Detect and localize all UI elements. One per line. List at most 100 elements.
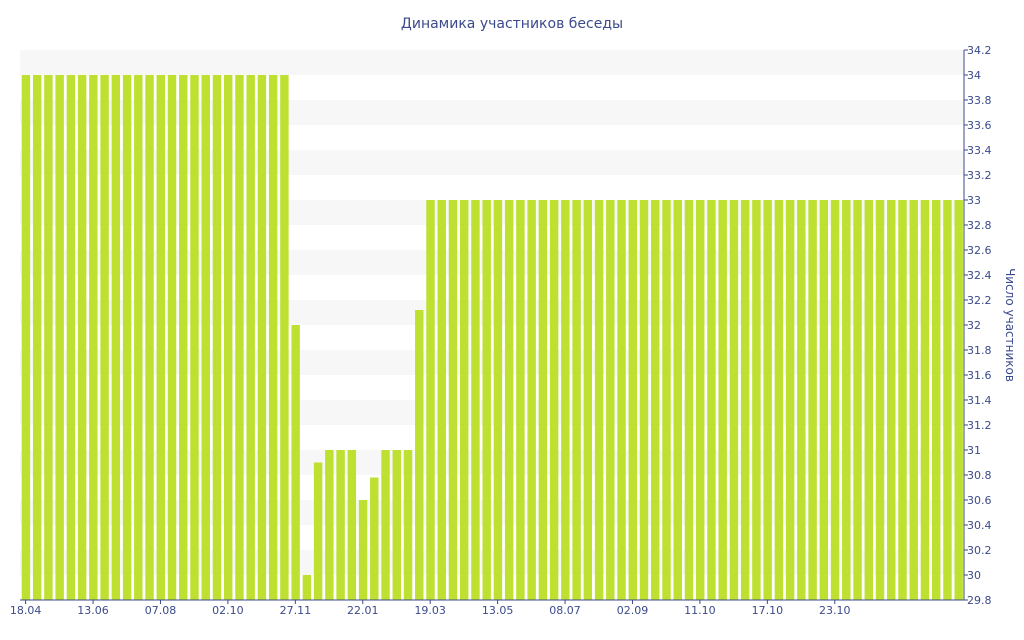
y-tick-label: 30.4 <box>967 519 992 532</box>
y-tick-label: 33.8 <box>967 94 992 107</box>
bar <box>617 200 626 600</box>
y-tick-label: 30 <box>967 569 981 582</box>
bar <box>190 75 199 600</box>
x-tick-label: 23.10 <box>819 604 851 617</box>
bar <box>66 75 76 600</box>
grid-band <box>20 550 964 575</box>
bar <box>156 75 165 600</box>
bar <box>561 200 570 600</box>
x-tick-label: 11.10 <box>684 604 716 617</box>
bar <box>527 200 536 600</box>
bar <box>212 75 222 600</box>
bar <box>21 75 31 600</box>
x-tick-label: 13.05 <box>482 604 514 617</box>
y-tick-label: 31.4 <box>967 394 992 407</box>
bar <box>347 450 357 600</box>
grid-band <box>20 100 964 125</box>
y-tick-label: 33.6 <box>967 119 992 132</box>
bar <box>370 477 379 600</box>
bar <box>695 200 705 600</box>
y-tick-label: 31.6 <box>967 369 992 382</box>
bar <box>718 200 727 600</box>
y-tick-label: 34 <box>967 69 981 82</box>
bar <box>639 200 649 600</box>
bar <box>662 200 671 600</box>
bar <box>145 75 154 600</box>
x-tick-label: 13.06 <box>77 604 109 617</box>
y-tick-label: 32.6 <box>967 244 992 257</box>
bar <box>392 450 401 600</box>
bar <box>268 75 278 600</box>
bar <box>864 200 873 600</box>
bar <box>740 200 750 600</box>
bar <box>887 200 896 600</box>
bar <box>797 200 806 600</box>
y-tick-label: 32.4 <box>967 269 992 282</box>
bar <box>257 75 267 600</box>
x-tick-label: 02.09 <box>617 604 649 617</box>
bar <box>628 200 637 600</box>
bar <box>459 200 469 600</box>
bar <box>246 75 255 600</box>
bar <box>89 75 98 600</box>
grid-band <box>20 50 964 75</box>
bar <box>920 200 930 600</box>
y-tick-label: 33.2 <box>967 169 992 182</box>
grid-band <box>20 500 964 525</box>
x-tick-label: 17.10 <box>752 604 784 617</box>
bar <box>931 200 941 600</box>
y-tick-label: 32 <box>967 319 981 332</box>
x-tick-label: 22.01 <box>347 604 379 617</box>
bar <box>482 200 491 600</box>
bar <box>830 200 840 600</box>
bar <box>954 200 963 600</box>
bar <box>201 75 210 600</box>
bar <box>44 75 53 600</box>
bar <box>325 450 334 600</box>
y-tick-label: 30.8 <box>967 469 992 482</box>
bar <box>943 200 952 600</box>
grid-band <box>20 300 964 325</box>
bar <box>875 200 885 600</box>
y-tick-label: 29.8 <box>967 594 992 607</box>
y-tick-label: 33.4 <box>967 144 992 157</box>
bar <box>684 200 694 600</box>
bar <box>516 200 525 600</box>
bar <box>842 200 851 600</box>
bar <box>808 200 817 600</box>
y-axis-label: Число участников <box>1003 268 1017 382</box>
grid-band <box>20 350 964 375</box>
y-tick-label: 31.8 <box>967 344 992 357</box>
bar <box>752 200 761 600</box>
x-tick-label: 18.04 <box>10 604 42 617</box>
bar <box>549 200 559 600</box>
bar <box>898 200 907 600</box>
y-tick-label: 33 <box>967 194 981 207</box>
bar <box>448 200 458 600</box>
bar <box>55 75 64 600</box>
grid-band <box>20 250 964 275</box>
bar <box>707 200 716 600</box>
grid-band <box>20 400 964 425</box>
bar <box>909 200 918 600</box>
bar <box>538 200 548 600</box>
bar <box>504 200 514 600</box>
bar <box>774 200 784 600</box>
bar <box>302 575 312 600</box>
bars <box>21 75 963 600</box>
y-tick-label: 31 <box>967 444 981 457</box>
bar <box>77 75 87 600</box>
bar <box>32 75 42 600</box>
x-tick-label: 02.10 <box>212 604 244 617</box>
x-tick-label: 07.08 <box>145 604 177 617</box>
y-tick-label: 32.8 <box>967 219 992 232</box>
bar <box>403 450 413 600</box>
bar <box>583 200 593 600</box>
bar <box>853 200 862 600</box>
bar <box>819 200 829 600</box>
bar <box>336 450 345 600</box>
bar <box>729 200 739 600</box>
bar <box>111 75 121 600</box>
